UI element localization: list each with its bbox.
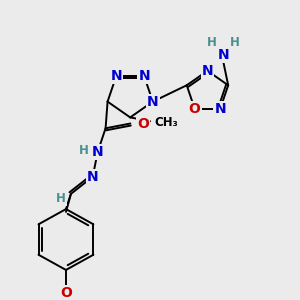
Text: H: H (206, 36, 216, 49)
Text: N: N (218, 48, 229, 62)
Text: O: O (60, 286, 72, 300)
Text: N: N (87, 170, 98, 184)
Text: N: N (202, 64, 213, 78)
Text: O: O (137, 116, 149, 130)
Text: N: N (147, 94, 159, 109)
Text: H: H (56, 192, 66, 205)
Text: O: O (189, 102, 201, 116)
Text: N: N (110, 69, 122, 83)
Text: N: N (92, 145, 103, 159)
Text: H: H (230, 36, 240, 49)
Text: H: H (79, 144, 89, 157)
Text: N: N (214, 102, 226, 116)
Text: CH₃: CH₃ (154, 116, 178, 129)
Text: N: N (138, 69, 150, 83)
